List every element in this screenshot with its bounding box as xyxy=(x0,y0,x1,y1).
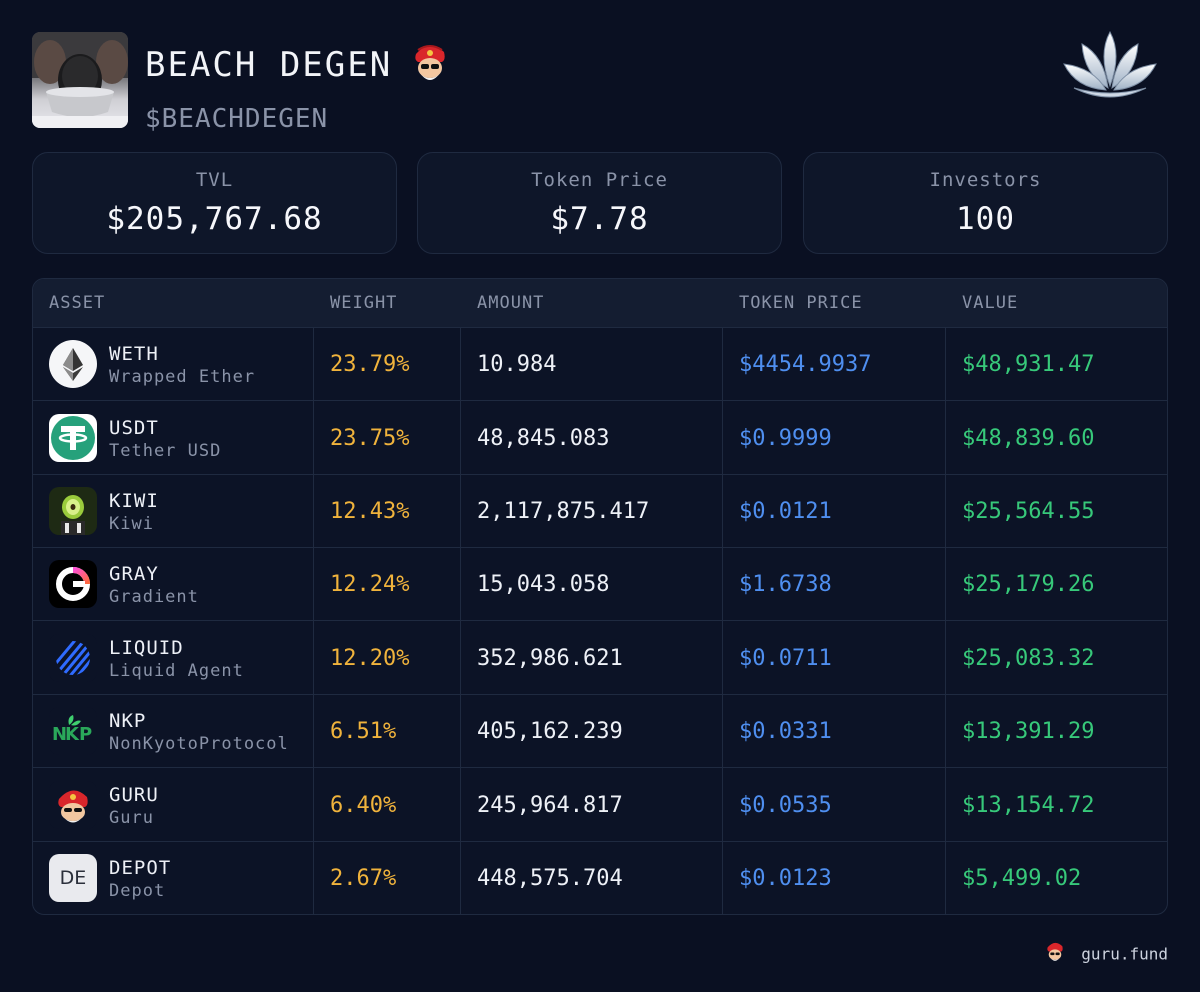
table-row[interactable]: USDT Tether USD 23.75% 48,845.083 $0.999… xyxy=(33,402,1167,475)
asset-name: Kiwi xyxy=(109,514,154,534)
asset-name: Tether USD xyxy=(109,441,222,461)
asset-weight: 12.43% xyxy=(330,499,410,524)
guru-icon xyxy=(49,781,97,829)
asset-symbol: USDT xyxy=(109,417,159,439)
asset-name: Gradient xyxy=(109,587,199,607)
asset-amount: 448,575.704 xyxy=(477,866,623,891)
table-row[interactable]: LIQUID Liquid Agent 12.20% 352,986.621 $… xyxy=(33,622,1167,695)
gradient-icon xyxy=(49,560,97,608)
asset-symbol: GURU xyxy=(109,784,159,806)
table-row[interactable]: N K P NKP NonKyotoProtocol 6.51% 405,162… xyxy=(33,695,1167,768)
asset-value: $48,931.47 xyxy=(962,352,1095,377)
token-price-card: Token Price $7.78 xyxy=(417,152,782,254)
asset-amount: 2,117,875.417 xyxy=(477,499,650,524)
token-price-label: Token Price xyxy=(531,169,668,191)
asset-weight: 6.40% xyxy=(330,793,397,818)
investors-card: Investors 100 xyxy=(803,152,1168,254)
asset-amount: 10.984 xyxy=(477,352,557,377)
asset-value: $48,839.60 xyxy=(962,426,1095,451)
guru-head-icon xyxy=(412,40,448,90)
asset-weight: 2.67% xyxy=(330,866,397,891)
tether-icon xyxy=(49,414,97,462)
asset-weight: 6.51% xyxy=(330,719,397,744)
svg-text:N: N xyxy=(52,724,67,745)
tvl-label: TVL xyxy=(195,169,234,191)
asset-name: NonKyotoProtocol xyxy=(109,734,289,754)
depot-icon: DE xyxy=(49,854,97,902)
asset-value: $25,083.32 xyxy=(962,646,1095,671)
asset-symbol: LIQUID xyxy=(109,637,184,659)
table-row[interactable]: GRAY Gradient 12.24% 15,043.058 $1.6738 … xyxy=(33,548,1167,621)
asset-token-price: $0.0123 xyxy=(739,866,832,891)
table-row[interactable]: DE DEPOT Depot 2.67% 448,575.704 $0.0123… xyxy=(33,842,1167,914)
asset-weight: 23.79% xyxy=(330,352,410,377)
kiwi-icon xyxy=(49,487,97,535)
asset-symbol: GRAY xyxy=(109,563,159,585)
table-row[interactable]: KIWI Kiwi 12.43% 2,117,875.417 $0.0121 $… xyxy=(33,475,1167,548)
tvl-card: TVL $205,767.68 xyxy=(32,152,397,254)
holdings-table: ASSET WEIGHT AMOUNT TOKEN PRICE VALUE WE… xyxy=(32,278,1168,915)
nkp-icon: N K P xyxy=(49,707,97,755)
header-asset[interactable]: ASSET xyxy=(49,293,106,313)
asset-amount: 352,986.621 xyxy=(477,646,623,671)
asset-name: Wrapped Ether xyxy=(109,367,256,387)
asset-token-price: $4454.9937 xyxy=(739,352,872,377)
asset-name: Depot xyxy=(109,881,166,901)
fund-ticker: $BEACHDEGEN xyxy=(145,104,329,134)
token-price-value: $7.78 xyxy=(550,201,649,237)
lotus-logo-icon xyxy=(1060,26,1160,106)
asset-token-price: $0.9999 xyxy=(739,426,832,451)
investors-value: 100 xyxy=(956,201,1015,237)
fund-name: BEACH DEGEN xyxy=(145,45,393,85)
asset-token-price: $0.0331 xyxy=(739,719,832,744)
asset-amount: 15,043.058 xyxy=(477,572,610,597)
asset-name: Guru xyxy=(109,808,154,828)
liquid-icon xyxy=(49,634,97,682)
table-row[interactable]: WETH Wrapped Ether 23.79% 10.984 $4454.9… xyxy=(33,328,1167,401)
asset-value: $13,154.72 xyxy=(962,793,1095,818)
asset-name: Liquid Agent xyxy=(109,661,244,681)
asset-amount: 405,162.239 xyxy=(477,719,623,744)
guru-fund-logo-icon xyxy=(1044,940,1066,968)
header-amount[interactable]: AMOUNT xyxy=(477,293,545,313)
ethereum-icon xyxy=(49,340,97,388)
asset-value: $25,564.55 xyxy=(962,499,1095,524)
asset-value: $5,499.02 xyxy=(962,866,1082,891)
header-weight[interactable]: WEIGHT xyxy=(330,293,398,313)
asset-value: $25,179.26 xyxy=(962,572,1095,597)
header-token-price[interactable]: TOKEN PRICE xyxy=(739,293,863,313)
header-value[interactable]: VALUE xyxy=(962,293,1019,313)
depot-icon-text: DE xyxy=(59,867,87,889)
asset-symbol: DEPOT xyxy=(109,857,172,879)
tvl-value: $205,767.68 xyxy=(106,201,323,237)
stats-row: TVL $205,767.68 Token Price $7.78 Invest… xyxy=(32,152,1168,254)
asset-value: $13,391.29 xyxy=(962,719,1095,744)
asset-token-price: $1.6738 xyxy=(739,572,832,597)
asset-token-price: $0.0121 xyxy=(739,499,832,524)
asset-weight: 12.20% xyxy=(330,646,410,671)
asset-token-price: $0.0711 xyxy=(739,646,832,671)
svg-text:P: P xyxy=(79,724,92,745)
table-row[interactable]: GURU Guru 6.40% 245,964.817 $0.0535 $13,… xyxy=(33,769,1167,842)
asset-amount: 48,845.083 xyxy=(477,426,610,451)
asset-weight: 12.24% xyxy=(330,572,410,597)
svg-text:K: K xyxy=(65,724,80,745)
footer-brand-text[interactable]: guru.fund xyxy=(1081,944,1168,964)
investors-label: Investors xyxy=(929,169,1042,191)
asset-symbol: WETH xyxy=(109,343,159,365)
asset-weight: 23.75% xyxy=(330,426,410,451)
asset-symbol: NKP xyxy=(109,710,147,732)
fund-avatar-image xyxy=(32,32,128,128)
footer-brand[interactable]: guru.fund xyxy=(1044,940,1168,964)
asset-token-price: $0.0535 xyxy=(739,793,832,818)
fund-header: BEACH DEGEN $BEACHDEGEN xyxy=(32,30,1168,134)
asset-symbol: KIWI xyxy=(109,490,159,512)
asset-amount: 245,964.817 xyxy=(477,793,623,818)
table-header: ASSET WEIGHT AMOUNT TOKEN PRICE VALUE xyxy=(33,279,1167,328)
